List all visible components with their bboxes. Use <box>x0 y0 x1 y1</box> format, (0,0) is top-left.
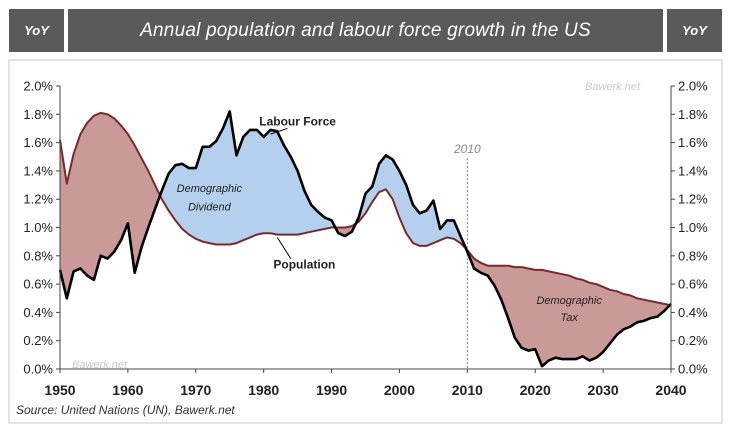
chart-title: Annual population and labour force growt… <box>68 9 663 52</box>
y-tick-label-left: 1.0% <box>23 220 53 235</box>
y-tick-label-right: 0.4% <box>678 305 708 320</box>
y-tick-label-left: 1.6% <box>23 135 53 150</box>
y-tick-label-right: 1.6% <box>678 135 708 150</box>
labour-force-leader <box>270 127 288 135</box>
x-tick-label: 2030 <box>588 382 619 398</box>
y-tick-label-right: 1.4% <box>678 163 708 178</box>
x-tick-label: 1950 <box>44 382 75 398</box>
population-leader <box>276 237 292 259</box>
x-tick-label: 2040 <box>655 382 686 398</box>
y-tick-label-left: 0.2% <box>23 333 53 348</box>
watermark-bottom: Bawerk.net <box>72 359 128 371</box>
y-tick-label-left: 0.6% <box>23 277 53 292</box>
y-tick-label-left: 1.4% <box>23 163 53 178</box>
x-tick-label: 2020 <box>520 382 551 398</box>
x-tick-label: 1960 <box>112 382 143 398</box>
annotation-dividend: Dividend <box>188 202 232 214</box>
labour-force-line <box>58 110 672 368</box>
demographic-dividend-area <box>160 111 336 245</box>
y-tick-label-left: 1.8% <box>23 107 53 122</box>
chart-frame <box>8 59 723 424</box>
y-tick-label-right: 1.0% <box>678 220 708 235</box>
reference-line-label: 2010 <box>453 142 481 156</box>
y-tick-label-right: 0.2% <box>678 333 708 348</box>
y-tick-label-right: 0.8% <box>678 248 708 263</box>
x-tick-label: 1980 <box>248 382 279 398</box>
annotation-tax: Tax <box>561 312 579 324</box>
y-tick-label-left: 2.0% <box>23 79 53 94</box>
y-tick-label-left: 0.8% <box>23 248 53 263</box>
annotation-population: Population <box>273 258 335 272</box>
series-lines <box>58 110 672 368</box>
demographic-tax-area <box>466 249 670 367</box>
annotations: Labour Force Population Demographic Dividen… <box>177 115 603 324</box>
y-tick-label-right: 1.2% <box>678 192 708 207</box>
demographic-tax-area <box>60 112 161 299</box>
x-tick-label: 1990 <box>316 382 347 398</box>
y-tick-label-left: 0.4% <box>23 305 53 320</box>
y-tick-label-left: 1.2% <box>23 192 53 207</box>
population-line <box>59 111 672 307</box>
annotation-labour-force: Labour Force <box>259 115 336 129</box>
x-tick-label: 2000 <box>384 382 415 398</box>
y-tick-label-right: 0.6% <box>678 277 708 292</box>
y-tick-label-right: 2.0% <box>678 79 708 94</box>
reference-line-group: 2010 <box>453 142 481 369</box>
x-tick-label: 1970 <box>180 382 211 398</box>
right-yoy-label: YoY <box>667 9 722 52</box>
x-tick-label: 2010 <box>452 382 483 398</box>
y-tick-label-right: 0.0% <box>678 362 708 377</box>
axes <box>56 85 675 373</box>
annotation-tax: Demographic <box>536 295 602 307</box>
tick-labels: 0.0% 0.0% 0.2% 0.2% 0.4% 0.4% 0.6% 0.6% 0.8% 0.8%… <box>23 79 708 399</box>
watermark-top: Bawerk.net <box>585 81 641 93</box>
y-tick-label-left: 0.0% <box>23 362 53 377</box>
y-tick-label-right: 1.8% <box>678 107 708 122</box>
left-yoy-label: YoY <box>9 9 64 52</box>
source-note: Source: United Nations (UN), Bawerk.net <box>16 403 235 417</box>
annotation-dividend: Demographic <box>177 183 243 195</box>
